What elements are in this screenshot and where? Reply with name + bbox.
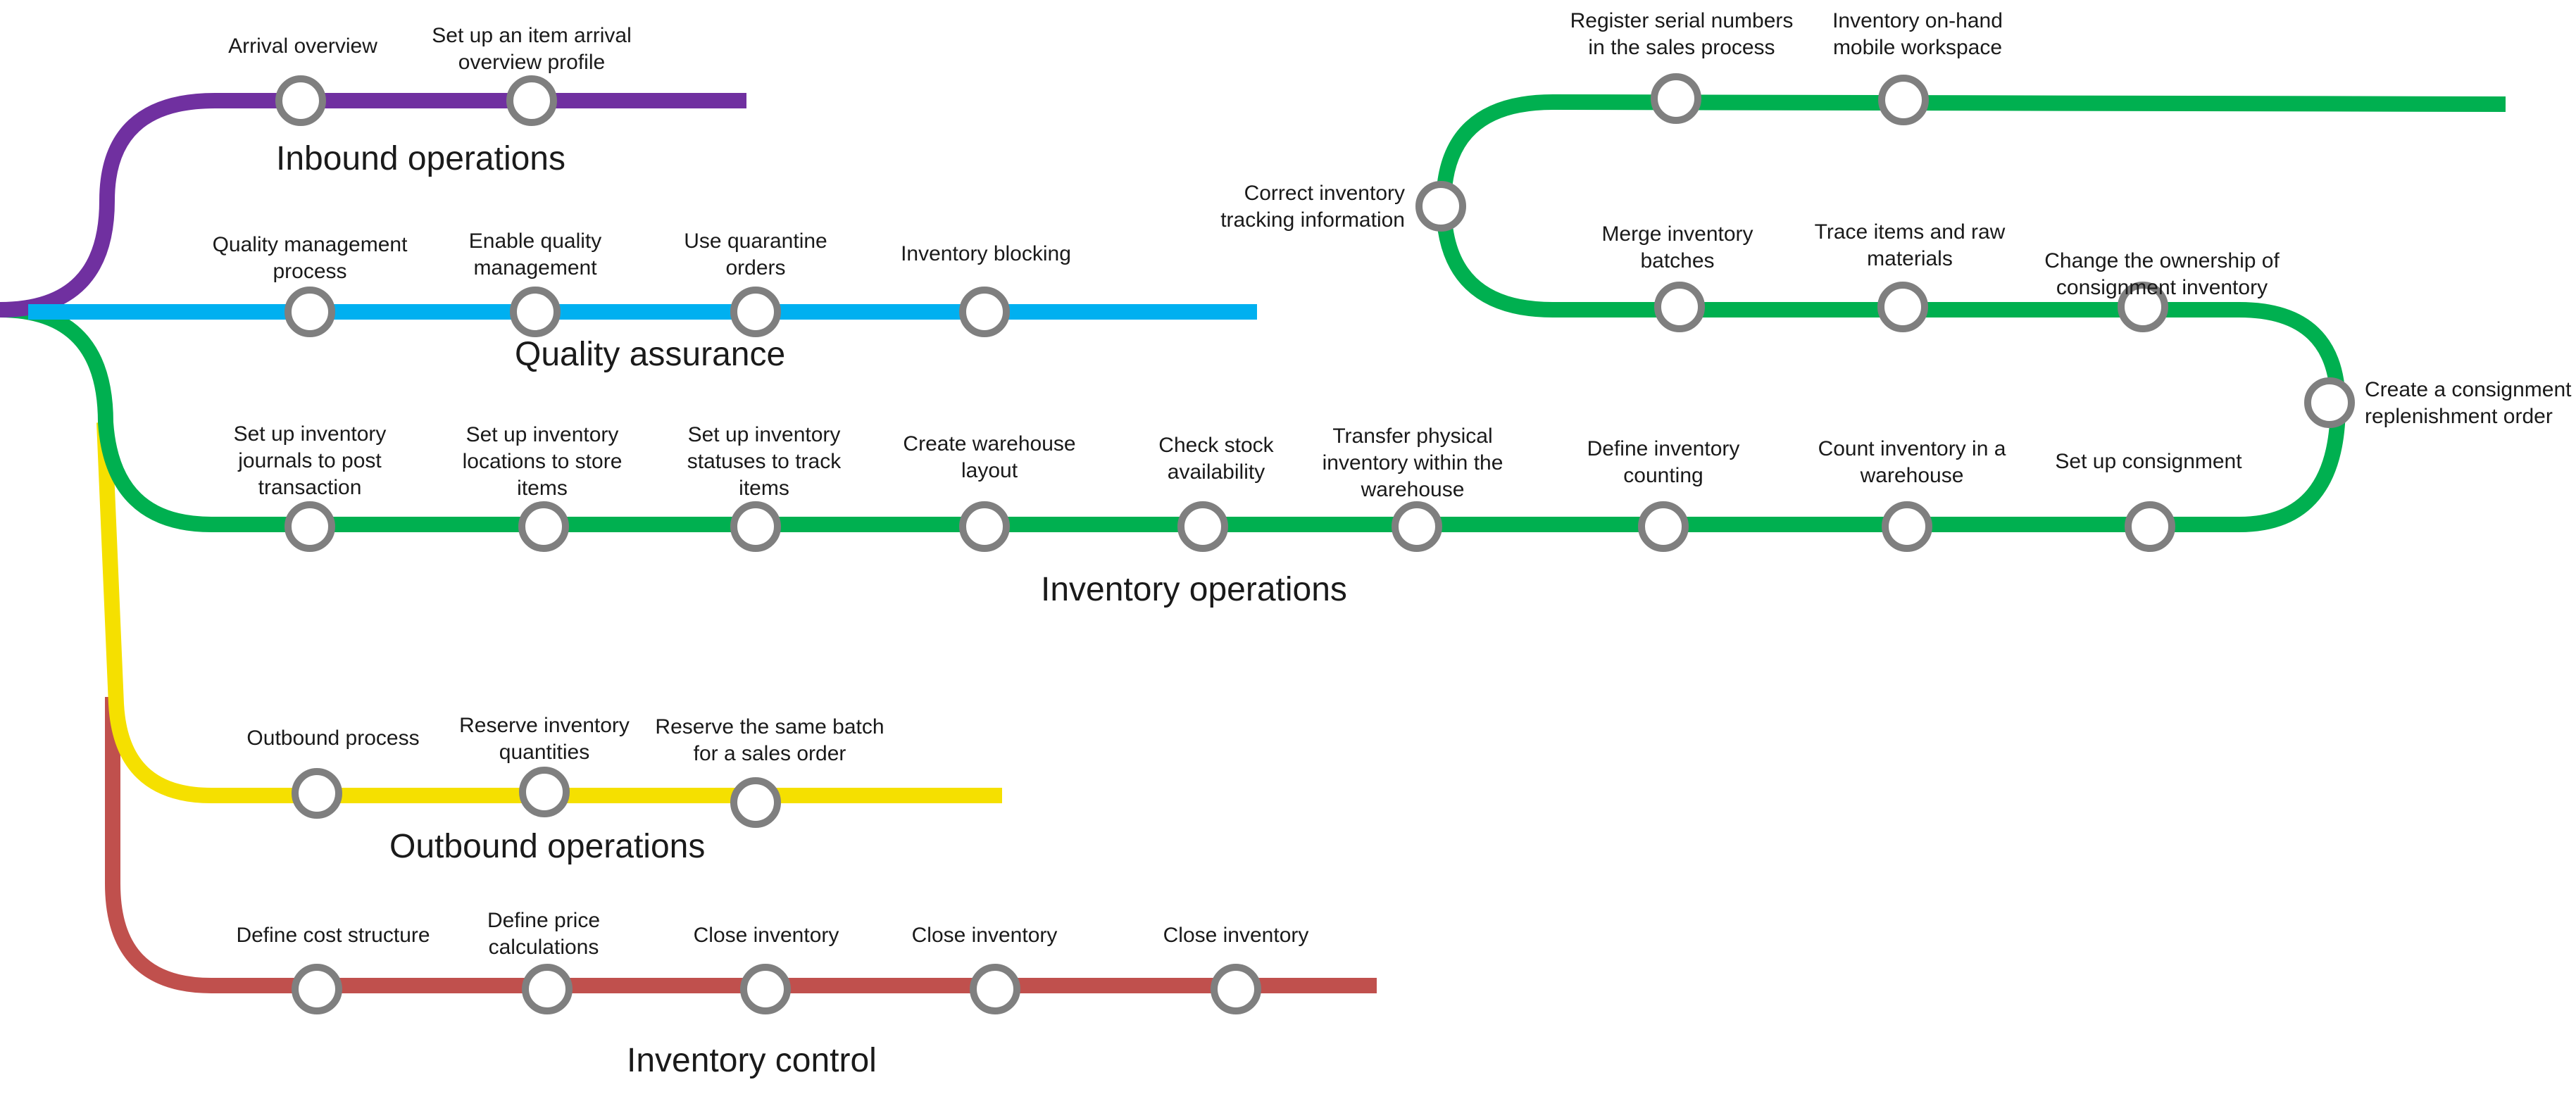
inventory-stop-label-9: Set up consignment [2055, 450, 2242, 473]
quality-stop-label-1: Quality management process [213, 233, 408, 283]
outbound-stop-label-1: Outbound process [246, 727, 419, 750]
inventory-stop-2[interactable] [1877, 282, 1928, 332]
inventory-control-line [105, 697, 1377, 993]
inventory-stop-label-2: Set up inventory locations to store items [463, 423, 623, 500]
inbound-stop-2[interactable] [506, 75, 557, 126]
inbound-stop-1[interactable] [275, 75, 326, 126]
inventory-stop-label-1: Register serial numbers in the sales proc… [1570, 9, 1794, 59]
inventory-stop-5[interactable] [1177, 501, 1228, 552]
inventory-stop-label-2: Inventory on-hand mobile workspace [1832, 9, 2003, 59]
quality-stop-label-4: Inventory blocking [901, 242, 1071, 265]
inventory-stop-label-1: Change the ownership of consignment inven… [2044, 249, 2280, 299]
control-stop-2[interactable] [522, 964, 573, 1014]
quality-stop-label-3: Use quarantine orders [684, 230, 827, 279]
line-titles: Inbound operations Quality assurance Inven… [276, 140, 1347, 1079]
inventory-stop-label-consignment-replenishment: Create a consignment replenishment order [2365, 378, 2572, 428]
inbound-operations-title: Inbound operations [276, 140, 565, 177]
inventory-stop-4[interactable] [959, 501, 1010, 552]
outbound-stop-1[interactable] [292, 768, 342, 819]
outbound-stop-3[interactable] [730, 777, 781, 828]
inventory-stop-label-6: Transfer physical inventory within the war… [1323, 425, 1503, 501]
control-stop-3[interactable] [740, 964, 791, 1014]
outbound-stop-2[interactable] [519, 767, 570, 817]
control-stop-5[interactable] [1211, 964, 1261, 1014]
inventory-stop-label-3: Merge inventory batches [1601, 222, 1753, 272]
inventory-stop-correct-tracking[interactable] [1415, 181, 1466, 232]
inventory-operations-title: Inventory operations [1041, 571, 1347, 608]
inventory-stop-6[interactable] [1392, 501, 1442, 552]
inventory-stop-2[interactable] [1878, 75, 1929, 125]
quality-stop-2[interactable] [510, 287, 561, 337]
inbound-stop-label-2: Set up an item arrival overview profile [432, 24, 631, 74]
stop-labels: Arrival overview Set up an item arrival ov… [213, 9, 2572, 959]
outbound-stop-label-2: Reserve inventory quantities [459, 714, 630, 764]
inventory-stop-3[interactable] [1654, 282, 1705, 332]
quality-stop-label-2: Enable quality management [469, 230, 601, 279]
inventory-stop-label-1: Set up inventory journals to post transact… [234, 422, 387, 499]
quality-assurance-title: Quality assurance [515, 336, 785, 373]
inventory-stop-3[interactable] [730, 501, 781, 552]
inventory-stop-label-4: Create warehouse layout [903, 432, 1075, 482]
inventory-stop-label-5: Check stock availability [1158, 434, 1274, 484]
outbound-operations-title: Outbound operations [389, 828, 705, 865]
inventory-stop-label-3: Set up inventory statuses to track items [687, 423, 842, 500]
quality-stop-3[interactable] [730, 287, 781, 337]
inventory-stop-1[interactable] [2118, 282, 2168, 332]
inventory-stop-9[interactable] [2125, 501, 2175, 552]
inventory-stop-1[interactable] [285, 501, 335, 552]
control-stop-label-3: Close inventory [694, 924, 839, 947]
inventory-stop-label-correct-tracking: Correct inventory tracking information [1220, 182, 1405, 232]
inventory-stop-7[interactable] [1638, 501, 1689, 552]
inventory-stop-label-8: Count inventory in a warehouse [1818, 437, 2006, 487]
control-stop-label-5: Close inventory [1163, 924, 1309, 947]
control-stop-label-2: Define price calculations [487, 909, 600, 959]
inventory-stop-label-7: Define inventory counting [1587, 437, 1740, 487]
outbound-stop-label-3: Reserve the same batch for a sales order [655, 715, 884, 765]
inventory-stop-1[interactable] [1651, 73, 1701, 124]
inventory-stop-consignment-replenishment[interactable] [2304, 377, 2355, 428]
control-stop-1[interactable] [292, 964, 342, 1014]
route-stops [275, 73, 2355, 1014]
inbound-stop-label-1: Arrival overview [228, 34, 377, 58]
control-stop-label-4: Close inventory [912, 924, 1058, 947]
control-stop-label-1: Define cost structure [236, 924, 430, 947]
inventory-stop-8[interactable] [1882, 501, 1932, 552]
inventory-control-title: Inventory control [627, 1042, 877, 1079]
quality-stop-4[interactable] [959, 287, 1010, 337]
quality-stop-1[interactable] [285, 287, 335, 337]
inventory-stop-label-2: Trace items and raw materials [1815, 220, 2006, 270]
outbound-operations-line [96, 422, 1002, 803]
inbound-operations-line [0, 93, 746, 317]
inventory-stop-2[interactable] [518, 501, 569, 552]
control-stop-4[interactable] [970, 964, 1020, 1014]
